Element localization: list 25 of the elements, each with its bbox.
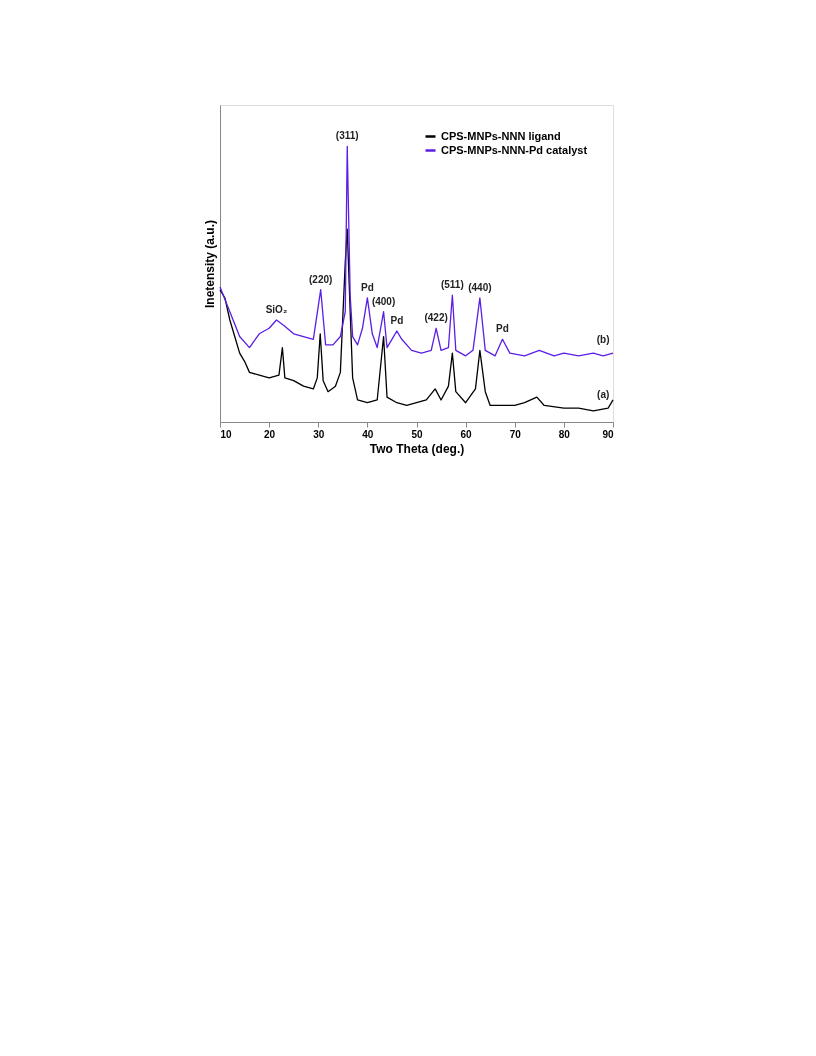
x-tick-label: 20 (264, 428, 276, 440)
legend-label: CPS-MNPs-NNN ligand (441, 129, 561, 142)
y-axis-title: Inetensity (a.u.) (202, 219, 217, 309)
annotation: (440) (468, 281, 492, 293)
x-tick-label: 50 (411, 428, 423, 440)
legend-label: CPS-MNPs-NNN-Pd catalyst (441, 143, 588, 156)
annotation: (400) (371, 295, 396, 307)
x-tick-label: 60 (460, 428, 473, 440)
annotation: Pd (390, 315, 404, 327)
annotation: (220) (309, 273, 333, 285)
annotation: (422) (424, 312, 448, 324)
annotation: (a) (597, 389, 610, 401)
annotation: SiO₂ (265, 304, 288, 316)
annotation: Pd (496, 323, 509, 335)
annotation: (311) (335, 130, 359, 142)
annotation: (b) (596, 334, 610, 346)
x-tick-label: 80 (558, 428, 571, 440)
x-tick-label: 10 (220, 428, 233, 440)
annotation: Pd (360, 281, 374, 293)
x-tick-label: 70 (509, 428, 522, 440)
x-tick-label: 90 (602, 428, 614, 440)
x-axis-title: Two Theta (deg.) (369, 441, 465, 456)
annotation: (511) (440, 279, 464, 291)
x-tick-label: 30 (313, 428, 325, 440)
x-tick-label: 40 (362, 428, 374, 440)
